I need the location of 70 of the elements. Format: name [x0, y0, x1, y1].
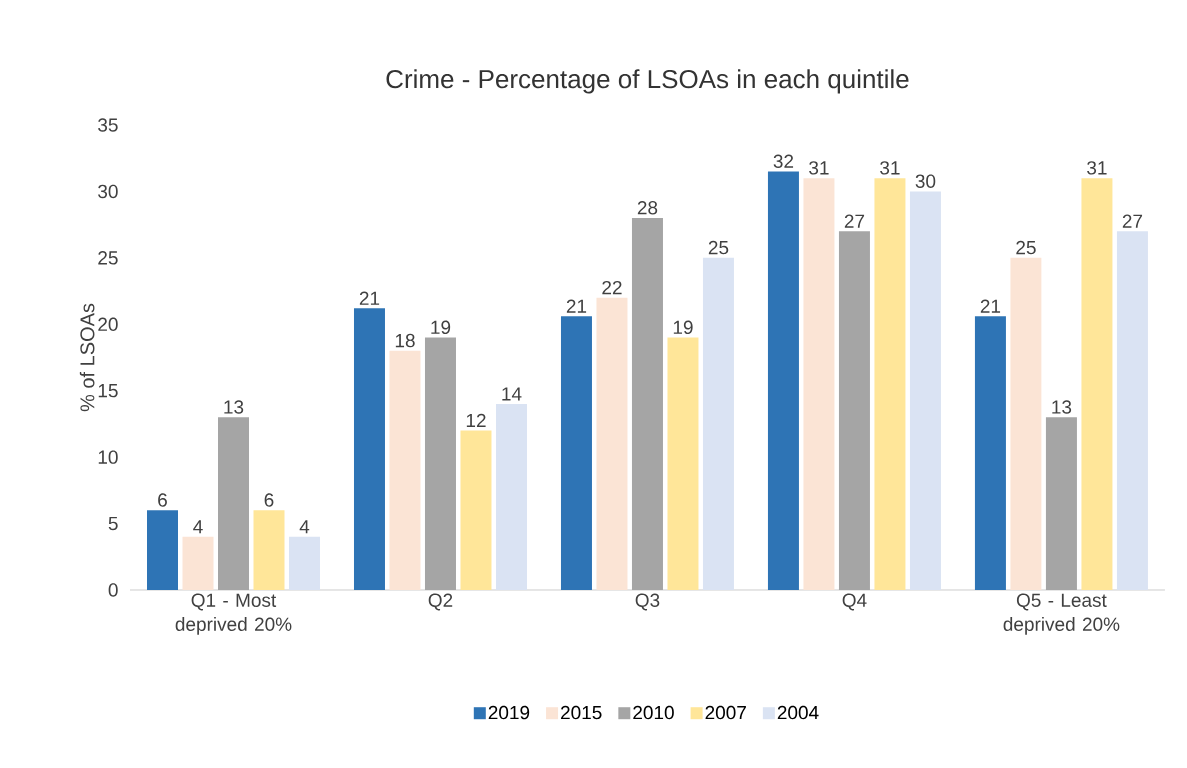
data-label: 27 — [1122, 214, 1143, 228]
bar — [909, 191, 941, 590]
y-tick-label: 30 — [98, 184, 118, 199]
y-tick-label: 15 — [98, 384, 118, 398]
bar — [1010, 257, 1042, 590]
legend-label: 2019 — [488, 705, 530, 720]
bar — [874, 178, 906, 590]
bar — [289, 536, 320, 590]
data-label: 27 — [844, 214, 865, 228]
data-label: 4 — [299, 520, 310, 534]
legend-label: 2007 — [705, 705, 746, 720]
data-label: 6 — [158, 493, 167, 507]
data-label: 30 — [915, 174, 936, 188]
x-tick-label: Q2 — [428, 593, 453, 611]
bar — [1045, 417, 1077, 590]
legend-label: 2004 — [777, 705, 819, 720]
x-tick-label: Q4 — [842, 593, 867, 611]
bar — [1116, 231, 1148, 590]
bar — [1081, 178, 1113, 590]
bar — [389, 350, 421, 590]
data-label: 25 — [708, 240, 729, 255]
bar — [767, 171, 799, 590]
y-tick-label: 20 — [98, 317, 118, 331]
bar — [460, 430, 492, 590]
bar — [147, 510, 178, 590]
bar — [218, 417, 249, 590]
data-label: 4 — [193, 520, 203, 534]
data-label: 28 — [637, 201, 658, 215]
data-label: 6 — [264, 493, 274, 507]
data-label: 21 — [980, 299, 1001, 313]
y-tick-label: 0 — [108, 583, 118, 597]
legend-label: 2010 — [633, 705, 674, 720]
bar — [838, 231, 870, 590]
bar — [596, 297, 628, 590]
x-tick-label: Q5 - Least deprived 20% — [1003, 593, 1120, 635]
bar — [631, 217, 663, 590]
data-label: 21 — [359, 291, 380, 305]
data-label: 13 — [1052, 400, 1072, 414]
x-tick-label: Q3 — [635, 593, 660, 611]
data-label: 21 — [566, 299, 587, 313]
y-tick-label: 25 — [98, 251, 118, 265]
y-tick-label: 5 — [108, 516, 118, 531]
data-label: 25 — [1016, 240, 1036, 255]
bar — [560, 316, 592, 590]
y-tick-label: 35 — [98, 118, 118, 132]
data-label: 14 — [502, 387, 522, 401]
bar — [974, 316, 1006, 590]
y-tick-label: 10 — [98, 450, 118, 464]
bar — [353, 308, 385, 590]
data-label: 22 — [602, 280, 622, 295]
bar — [702, 257, 734, 590]
legend-label: 2015 — [561, 705, 602, 720]
x-tick-label: Q1 - Most deprived 20% — [175, 593, 292, 635]
bar — [253, 510, 285, 590]
bar — [182, 536, 214, 590]
data-label: 19 — [431, 320, 451, 335]
data-label: 31 — [880, 161, 900, 175]
bar — [495, 403, 527, 590]
y-axis-title: % of LSOAs — [79, 303, 95, 412]
data-label: 32 — [773, 154, 794, 168]
chart-title: Crime - Percentage of LSOAs in each quintile — [386, 69, 909, 94]
data-label: 31 — [809, 161, 829, 175]
bar — [803, 178, 835, 590]
data-label: 12 — [466, 413, 486, 428]
bar — [424, 337, 456, 590]
data-label: 18 — [395, 333, 415, 348]
bar — [667, 337, 699, 590]
data-label: 13 — [224, 400, 244, 414]
data-label: 19 — [673, 320, 693, 335]
data-label: 31 — [1087, 161, 1107, 175]
